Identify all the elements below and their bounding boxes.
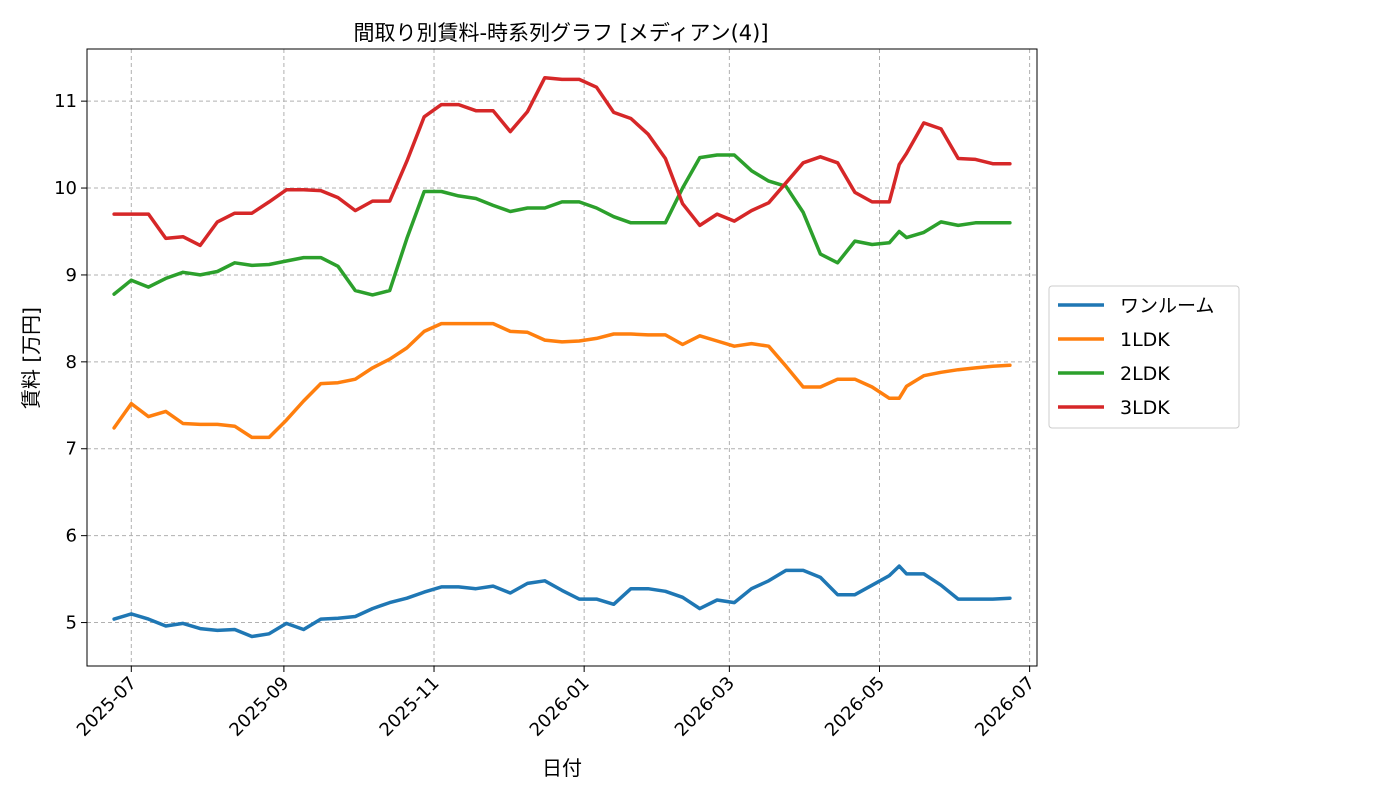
legend-label: 1LDK: [1120, 329, 1170, 351]
legend-label: 3LDK: [1120, 397, 1170, 419]
legend: ワンルーム 1LDK 2LDK 3LDK: [1048, 285, 1240, 429]
y-axis: 5 6 7 8 9 10 11: [54, 91, 87, 634]
y-tick-label: 11: [54, 91, 77, 112]
legend-frame: [1048, 285, 1240, 429]
x-axis: 2025-07 2025-09 2025-11 2026-01 2026-03 2026-…: [73, 666, 1039, 741]
series-line: [112, 564, 1012, 639]
chart-title: 間取り別賃料-時系列グラフ [メディアン(4)]: [353, 21, 768, 45]
y-tick-label: 10: [54, 178, 77, 199]
x-axis-title: 日付: [542, 756, 582, 780]
legend-label: 2LDK: [1120, 363, 1170, 385]
series-layer: [112, 75, 1012, 639]
x-tick-label: 2025-07: [73, 673, 141, 741]
series-line: [112, 75, 1012, 248]
grid-lines: [87, 49, 1037, 666]
x-tick-label: 2026-05: [821, 673, 889, 741]
y-tick-label: 7: [66, 439, 77, 460]
y-tick-label: 6: [66, 526, 77, 547]
y-axis-title: 賃料 [万円]: [19, 307, 43, 409]
plot-area-frame: [86, 48, 1038, 667]
series-line: [112, 321, 1012, 440]
x-tick-label: 2025-11: [376, 673, 444, 741]
legend-label: ワンルーム: [1120, 295, 1214, 317]
y-tick-label: 8: [66, 352, 77, 373]
y-tick-label: 5: [66, 613, 77, 634]
x-tick-label: 2026-07: [971, 673, 1039, 741]
series-line: [112, 153, 1012, 297]
x-tick-label: 2025-09: [225, 673, 293, 741]
x-tick-label: 2026-03: [671, 673, 739, 741]
x-tick-label: 2026-01: [526, 673, 594, 741]
y-tick-label: 9: [66, 265, 77, 286]
